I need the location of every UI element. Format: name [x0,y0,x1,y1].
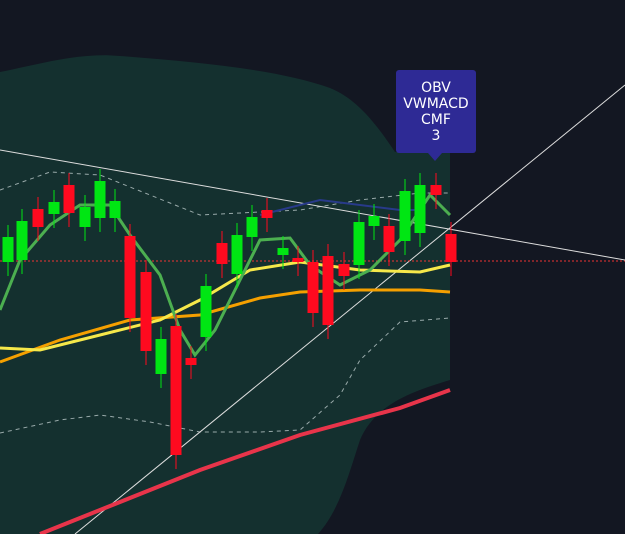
candle-body [124,236,136,318]
candle-body [399,191,411,241]
tooltip-line: CMF [421,111,451,128]
tooltip-line: 3 [431,127,441,144]
candle-body [430,185,442,195]
candle-body [261,210,273,218]
candle-body [246,217,258,237]
candle-body [109,201,121,218]
candle-body [368,216,380,226]
ma-green [0,192,452,358]
trend-line [74,84,625,534]
candle-body [216,243,228,264]
indicator-tooltip: OBV VWMACD CMF 3 [396,70,476,153]
candle-body [292,258,304,262]
candle-body [353,222,365,265]
upper-band [0,171,450,216]
candle-body [200,286,212,337]
candles [2,169,457,469]
candle-body [16,221,28,260]
candle-body [48,202,60,214]
tooltip-line: VWMACD [403,95,469,112]
ma-red [39,388,451,534]
candle-body [338,264,350,276]
candle-body [79,207,91,227]
tooltip-line: OBV [421,79,451,96]
candle-body [32,209,44,227]
candle-body [231,235,243,274]
bollinger-cloud [0,55,450,534]
candle-body [170,326,182,455]
trend-line [0,149,625,261]
candle-body [2,237,14,262]
candle-body [322,256,334,325]
candle-body [445,234,457,262]
candle-body [94,181,106,218]
candle-body [185,358,197,365]
candle-body [277,248,289,255]
candle-body [155,339,167,374]
ma-yellow [0,260,451,352]
candle-body [383,226,395,252]
candle-body [414,185,426,233]
candle-body [307,262,319,313]
lower-band [0,317,451,434]
candle-body [63,185,75,213]
ma-orange [0,288,451,364]
candle-body [140,272,152,351]
